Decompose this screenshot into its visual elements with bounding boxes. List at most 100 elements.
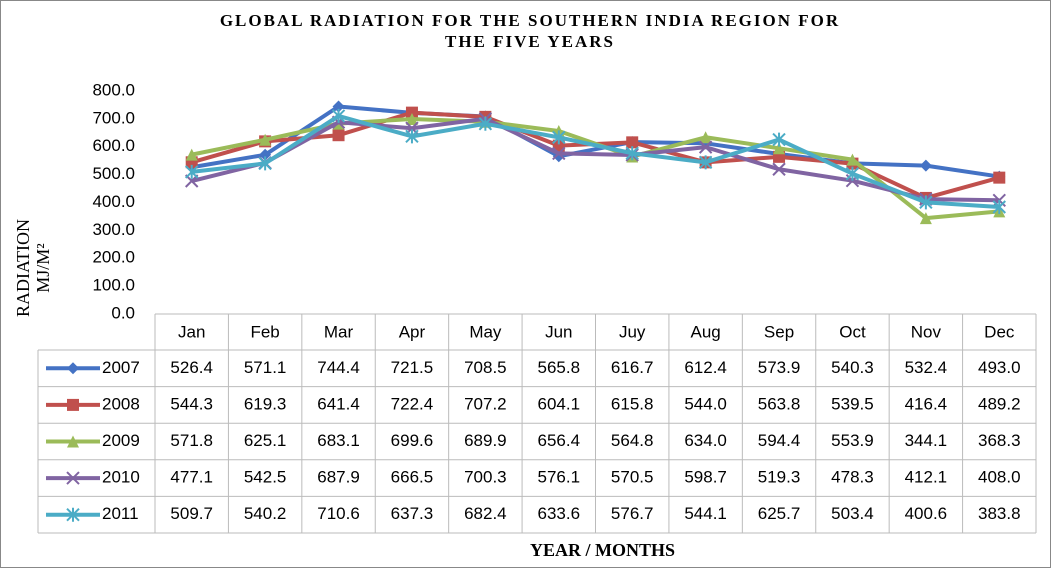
legend-marker — [66, 507, 80, 522]
marker — [698, 140, 713, 154]
table-cell: 687.9 — [317, 468, 360, 487]
table-cell: 416.4 — [905, 394, 948, 413]
table-cell: 489.2 — [978, 394, 1021, 413]
legend-label: 2010 — [102, 468, 140, 487]
table-cell: 721.5 — [391, 358, 434, 377]
table-cell: 563.8 — [758, 394, 801, 413]
table-cell: 708.5 — [464, 358, 507, 377]
table-cell: 576.1 — [538, 468, 581, 487]
x-tick-label: Feb — [250, 322, 279, 341]
y-tick-label: 800.0 — [92, 80, 135, 99]
legend-label: 2008 — [102, 394, 140, 413]
marker — [993, 171, 1006, 184]
legend-label: 2011 — [102, 504, 139, 523]
table-cell: 707.2 — [464, 394, 507, 413]
table-cell: 682.4 — [464, 504, 507, 523]
y-tick-label: 200.0 — [92, 248, 135, 267]
table-cell: 400.6 — [905, 504, 948, 523]
x-tick-label: Aug — [691, 322, 721, 341]
table-cell: 699.6 — [391, 431, 434, 450]
marker — [845, 166, 860, 181]
table-cell: 519.3 — [758, 468, 801, 487]
table-cell: 571.8 — [170, 431, 213, 450]
y-tick-label: 300.0 — [92, 220, 135, 239]
table-cell: 477.1 — [170, 468, 213, 487]
y-tick-label: 0.0 — [111, 303, 135, 322]
marker — [405, 129, 419, 144]
marker — [185, 164, 199, 179]
x-tick-label: Sep — [764, 322, 794, 341]
table-cell: 540.2 — [244, 504, 287, 523]
table-cell: 542.5 — [244, 468, 287, 487]
marker — [698, 155, 713, 170]
table-cell: 619.3 — [244, 394, 287, 413]
table-cell: 576.7 — [611, 504, 654, 523]
table-cell: 625.7 — [758, 504, 801, 523]
marker — [405, 106, 418, 119]
marker — [332, 129, 345, 142]
marker — [699, 131, 712, 144]
table-cell: 666.5 — [391, 468, 434, 487]
marker — [258, 156, 272, 171]
y-tick-label: 400.0 — [92, 192, 135, 211]
table-cell: 604.1 — [538, 394, 581, 413]
marker — [185, 148, 198, 161]
table-cell: 412.1 — [905, 468, 948, 487]
x-axis-label: YEAR / MONTHS — [529, 540, 675, 560]
y-tick-label: 100.0 — [92, 276, 135, 295]
table-cell: 544.0 — [684, 394, 727, 413]
x-tick-label: Jun — [545, 322, 572, 341]
table-cell: 565.8 — [538, 358, 581, 377]
table-cell: 493.0 — [978, 358, 1021, 377]
table-cell: 710.6 — [317, 504, 360, 523]
table-cell: 408.0 — [978, 468, 1021, 487]
legend-marker — [67, 435, 79, 448]
legend-marker — [67, 398, 79, 411]
marker — [919, 212, 932, 225]
table-cell: 383.8 — [978, 504, 1021, 523]
table-cell: 625.1 — [244, 431, 287, 450]
table-cell: 656.4 — [538, 431, 581, 450]
series-line — [191, 116, 1000, 203]
x-tick-label: Juy — [619, 322, 646, 341]
marker — [332, 100, 345, 113]
table-cell: 571.1 — [244, 358, 287, 377]
marker — [552, 146, 566, 161]
table-cell: 526.4 — [170, 358, 213, 377]
marker — [919, 159, 932, 172]
table-cell: 540.3 — [831, 358, 874, 377]
table-cell: 509.7 — [170, 504, 213, 523]
chart-title: GLOBAL RADIATION FOR THE SOUTHERN INDIA … — [219, 11, 841, 51]
table-cell: 544.3 — [170, 394, 213, 413]
y-tick-label: 500.0 — [92, 164, 135, 183]
table-cell: 700.3 — [464, 468, 507, 487]
x-tick-label: Mar — [324, 322, 354, 341]
marker — [331, 108, 346, 123]
marker — [552, 130, 566, 145]
marker — [772, 132, 786, 147]
marker — [552, 139, 565, 152]
y-tick-label: 700.0 — [92, 108, 135, 127]
x-tick-label: Dec — [984, 322, 1015, 341]
table-cell: 612.4 — [684, 358, 727, 377]
legend-label: 2007 — [102, 358, 140, 377]
marker — [626, 136, 639, 149]
table-cell: 722.4 — [391, 394, 434, 413]
x-tick-label: Nov — [911, 322, 942, 341]
marker — [846, 153, 859, 166]
table-cell: 553.9 — [831, 431, 874, 450]
table-cell: 594.4 — [758, 431, 801, 450]
table-cell: 633.6 — [538, 504, 581, 523]
marker — [259, 133, 272, 146]
series-line — [191, 104, 1000, 179]
marker — [478, 116, 493, 131]
marker — [919, 195, 933, 210]
marker — [992, 200, 1006, 215]
x-tick-label: May — [469, 322, 502, 341]
marker — [259, 148, 272, 161]
table-cell: 689.9 — [464, 431, 507, 450]
table-cell: 641.4 — [317, 394, 360, 413]
